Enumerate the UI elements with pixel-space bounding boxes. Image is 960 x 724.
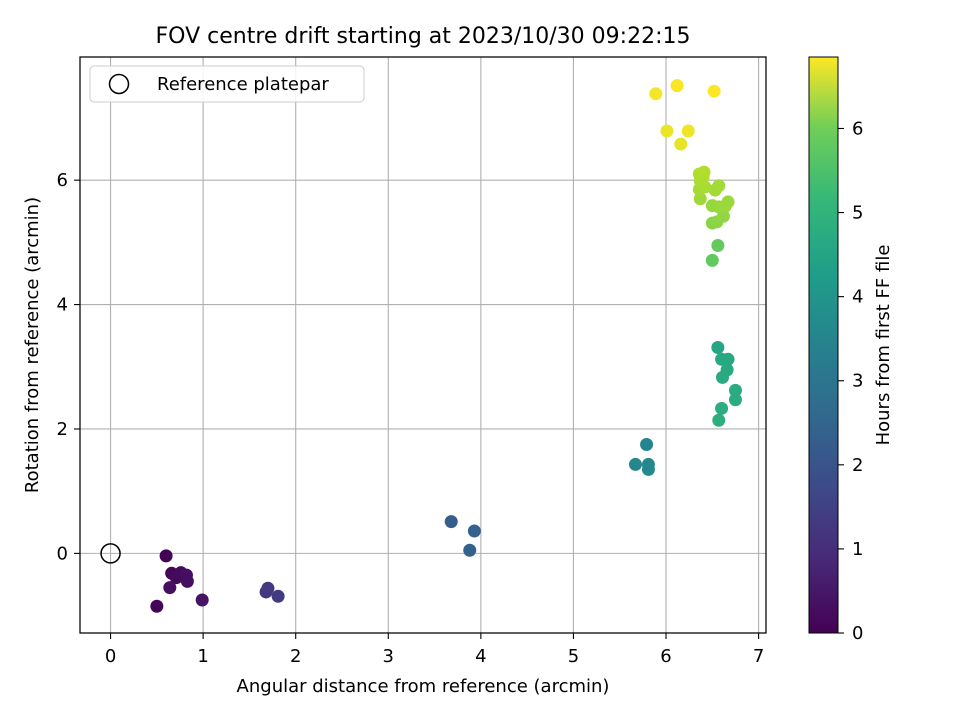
reference-point-marker (100, 543, 121, 564)
data-point (697, 165, 711, 179)
y-tick-label: 0 (57, 543, 68, 564)
x-tick-label: 4 (475, 646, 486, 667)
data-point (721, 352, 735, 366)
data-point (728, 383, 742, 397)
legend-entry-label: Reference platepar (157, 74, 329, 95)
data-point (641, 462, 655, 476)
data-point (159, 549, 173, 563)
x-tick-label: 1 (197, 646, 208, 667)
data-point (150, 599, 164, 613)
y-axis-ticks: 0 2 4 6 (57, 170, 80, 564)
x-axis-ticks: 0 1 2 3 4 5 6 7 (105, 633, 764, 667)
chart-title: FOV centre drift starting at 2023/10/30 … (156, 24, 691, 49)
data-point (463, 543, 477, 557)
colorbar-ticks: 0 1 2 3 4 5 6 (838, 118, 863, 644)
colorbar-tick-label: 2 (852, 455, 863, 476)
x-tick-label: 7 (753, 646, 764, 667)
colorbar-label: Hours from first FF file (873, 245, 894, 446)
data-point (681, 124, 695, 138)
x-tick-label: 5 (568, 646, 579, 667)
data-point (649, 87, 663, 101)
colorbar (809, 57, 838, 633)
data-point (180, 574, 194, 588)
y-tick-label: 2 (57, 419, 68, 440)
data-point (712, 179, 726, 193)
data-point (163, 581, 177, 595)
y-axis-label: Rotation from reference (arcmin) (22, 197, 43, 493)
data-point (707, 84, 721, 98)
data-point (660, 124, 674, 138)
plot-frame (79, 56, 767, 634)
data-point (271, 589, 285, 603)
data-point (711, 340, 725, 354)
data-point (640, 438, 654, 452)
colorbar-frame (808, 56, 839, 634)
data-point (259, 585, 273, 599)
data-point (711, 238, 725, 252)
data-point (721, 195, 735, 209)
data-point (715, 401, 729, 415)
colorbar-tick-label: 6 (852, 118, 863, 139)
grid-lines (80, 57, 766, 633)
y-tick-label: 4 (57, 295, 68, 316)
colorbar-tick-label: 1 (852, 539, 863, 560)
x-tick-label: 2 (290, 646, 301, 667)
legend-box (89, 65, 365, 103)
data-point (705, 253, 719, 267)
data-point (674, 137, 688, 151)
x-tick-label: 6 (660, 646, 671, 667)
data-point (628, 457, 642, 471)
data-point (712, 413, 726, 427)
colorbar-tick-label: 5 (852, 203, 863, 224)
data-point (195, 593, 209, 607)
colorbar-tick-label: 4 (852, 287, 863, 308)
x-axis-label: Angular distance from reference (arcmin) (237, 676, 610, 697)
x-tick-label: 3 (383, 646, 394, 667)
data-point (467, 524, 481, 538)
data-points (150, 79, 742, 613)
colorbar-tick-label: 3 (852, 371, 863, 392)
data-point (715, 370, 729, 384)
x-tick-label: 0 (105, 646, 116, 667)
legend-marker-icon (108, 73, 130, 95)
legend: Reference platepar (89, 65, 365, 103)
data-point (693, 192, 707, 206)
data-point (670, 79, 684, 93)
colorbar-tick-label: 0 (852, 623, 863, 644)
data-point (728, 393, 742, 407)
reference-marker-layer (100, 543, 121, 564)
data-point (444, 515, 458, 529)
y-tick-label: 6 (57, 170, 68, 191)
